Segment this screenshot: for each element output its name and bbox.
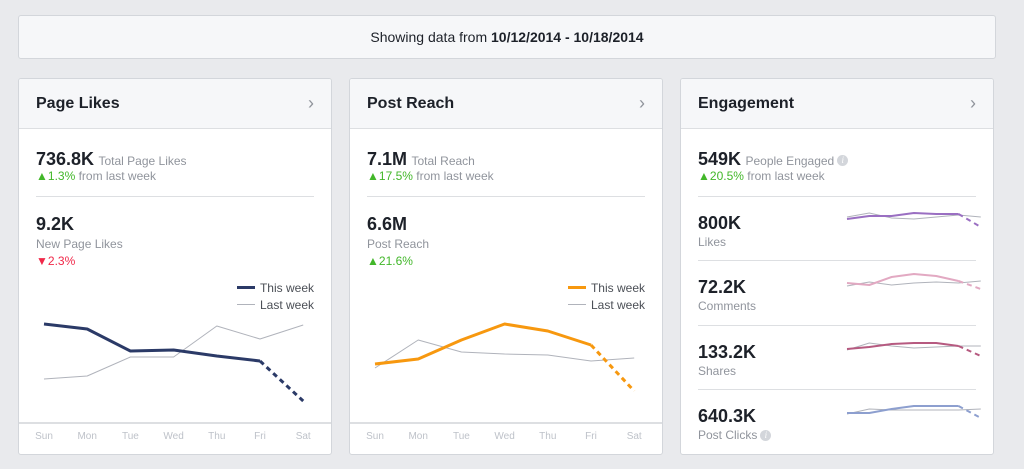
total-value: 7.1M — [367, 149, 408, 169]
post-clicks-value: 640.3K — [698, 406, 757, 426]
x-tick-label: Thu — [208, 431, 225, 442]
divider — [698, 260, 976, 261]
likes-sparkline — [846, 212, 982, 228]
card-title: Post Reach — [367, 94, 455, 112]
this-week-line-projected — [589, 343, 636, 393]
x-tick-label: Fri — [585, 431, 597, 442]
info-icon[interactable]: i — [760, 430, 772, 442]
chevron-right-icon[interactable]: › — [970, 93, 976, 113]
sparkline-last-week — [846, 280, 981, 287]
this-week-line-projected — [258, 359, 305, 403]
this-week-line — [374, 322, 592, 366]
divider — [698, 389, 976, 390]
post-reach-card: Post Reach › 7.1M Total Reach ▲17.5% from… — [349, 78, 663, 455]
date-range-prefix: Showing data from — [370, 29, 488, 45]
last-week-line — [374, 339, 635, 369]
x-tick-label: Tue — [453, 431, 470, 442]
engagement-card: Engagement › 549K People Engaged i ▲20.5% … — [680, 78, 994, 455]
total-value: 736.8K — [36, 149, 95, 169]
sparkline-this-week-projected — [958, 280, 982, 290]
arrow-up-icon: ▲ — [36, 169, 48, 183]
new-delta: ▼2.3% — [36, 254, 76, 268]
new-label: New Page Likes — [36, 237, 123, 251]
new-delta: ▲21.6% — [367, 254, 413, 268]
page-likes-chart: Sun Mon Tue Wed Thu Fri Sat — [19, 322, 331, 442]
new-value: 6.6M — [367, 214, 408, 234]
divider — [367, 196, 645, 197]
x-tick-label: Fri — [254, 431, 266, 442]
sparkline-this-week-projected — [958, 345, 982, 357]
last-week-line — [43, 324, 304, 380]
comments-sparkline — [846, 273, 982, 290]
x-tick-label: Mon — [408, 431, 427, 442]
info-icon[interactable]: i — [837, 155, 849, 167]
page-likes-header[interactable]: Page Likes › — [19, 79, 331, 129]
arrow-up-icon: ▲ — [698, 169, 710, 183]
new-value: 9.2K — [36, 214, 75, 234]
date-range-banner: Showing data from 10/12/2014 - 10/18/201… — [18, 15, 996, 59]
new-label: Post Reach — [367, 237, 430, 251]
total-delta: ▲1.3% from last week — [36, 169, 156, 183]
sparkline-this-week-projected — [958, 405, 982, 419]
this-week-line — [43, 322, 261, 363]
total-label: Total Page Likes — [98, 154, 187, 168]
card-title: Engagement — [698, 94, 795, 112]
shares-value: 133.2K — [698, 342, 757, 362]
engagement-header[interactable]: Engagement › — [681, 79, 993, 129]
date-range-dates: 10/12/2014 - 10/18/2014 — [491, 29, 644, 45]
divider — [36, 196, 314, 197]
sparkline-this-week — [847, 405, 959, 414]
card-title: Page Likes — [36, 94, 120, 112]
total-label: People Engaged — [745, 154, 835, 168]
shares-sparkline — [846, 342, 982, 357]
comments-value: 72.2K — [698, 277, 747, 297]
divider — [698, 196, 976, 197]
chart-legend: This week Last week — [567, 279, 645, 313]
arrow-up-icon: ▲ — [367, 254, 379, 268]
post-reach-chart: Sun Mon Tue Wed Thu Fri Sat — [350, 322, 662, 442]
x-tick-label: Mon — [77, 431, 96, 442]
sparkline-this-week — [846, 212, 959, 220]
x-tick-label: Sun — [35, 431, 53, 442]
x-tick-label: Sat — [296, 431, 311, 442]
total-value: 549K — [698, 149, 742, 169]
chevron-right-icon[interactable]: › — [639, 93, 645, 113]
shares-label: Shares — [698, 364, 737, 378]
chevron-right-icon[interactable]: › — [308, 93, 314, 113]
arrow-up-icon: ▲ — [367, 169, 379, 183]
sparkline-this-week — [846, 342, 959, 350]
x-tick-label: Sun — [366, 431, 384, 442]
total-label: Total Reach — [411, 154, 475, 168]
comments-label: Comments — [698, 299, 757, 313]
likes-label: Likes — [698, 235, 727, 249]
post-reach-header[interactable]: Post Reach › — [350, 79, 662, 129]
sparkline-this-week — [846, 273, 959, 286]
page-likes-card: Page Likes › 736.8K Total Page Likes ▲1.3… — [18, 78, 332, 455]
x-tick-label: Tue — [122, 431, 139, 442]
total-delta: ▲17.5% from last week — [367, 169, 494, 183]
total-delta: ▲20.5% from last week — [698, 169, 825, 183]
chart-legend: This week Last week — [236, 279, 314, 313]
x-tick-label: Thu — [539, 431, 556, 442]
x-tick-label: Wed — [494, 431, 514, 442]
x-tick-label: Wed — [163, 431, 183, 442]
sparkline-last-week — [846, 408, 981, 415]
likes-value: 800K — [698, 213, 742, 233]
divider — [698, 325, 976, 326]
sparkline-this-week-projected — [957, 213, 982, 228]
post-clicks-sparkline — [846, 405, 982, 419]
arrow-down-icon: ▼ — [36, 254, 48, 268]
x-tick-label: Sat — [627, 431, 642, 442]
post-clicks-label: Post Clicks — [698, 428, 758, 442]
